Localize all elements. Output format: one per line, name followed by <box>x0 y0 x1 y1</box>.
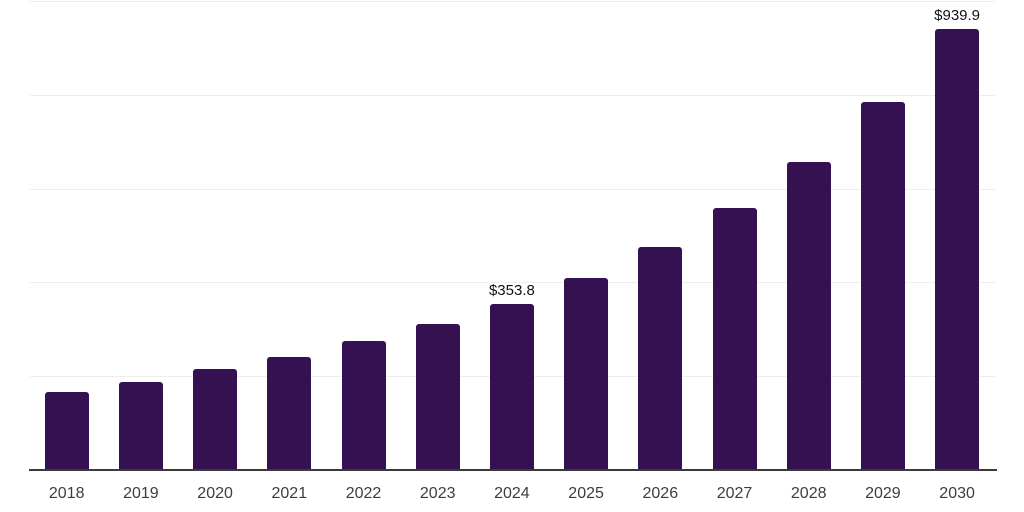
bar-2023 <box>415 324 460 470</box>
x-tick-label-2025: 2025 <box>568 485 604 502</box>
x-tick-label-2018: 2018 <box>48 485 85 502</box>
x-tick-label-2026: 2026 <box>642 485 679 502</box>
bar-2018 <box>44 392 89 470</box>
data-label-2030: $939.9 <box>934 7 981 25</box>
bar-2028 <box>786 161 831 470</box>
x-axis-line <box>29 469 997 471</box>
bar-2024 <box>489 304 534 470</box>
x-tick-label-2020: 2020 <box>197 485 233 502</box>
bar-2021 <box>267 356 312 470</box>
gridline-400 <box>30 282 995 284</box>
gridline-800 <box>30 94 995 96</box>
bar-2029 <box>860 101 905 470</box>
bar-2022 <box>341 341 386 470</box>
x-tick-label-2024: 2024 <box>494 485 530 502</box>
bar-2026 <box>638 246 683 470</box>
x-tick-label-2030: 2030 <box>939 485 975 502</box>
bar-2019 <box>118 381 163 470</box>
x-tick-label-2021: 2021 <box>271 485 308 502</box>
bar-2025 <box>564 277 609 470</box>
bar-2030 <box>935 29 980 470</box>
gridline-1000 <box>30 1 995 2</box>
x-tick-label-2023: 2023 <box>419 485 456 502</box>
gridline-600 <box>30 188 995 190</box>
x-tick-label-2029: 2029 <box>865 485 901 502</box>
data-label-2024: $353.8 <box>488 282 535 300</box>
x-tick-label-2022: 2022 <box>345 485 382 502</box>
x-tick-label-2027: 2027 <box>716 485 753 502</box>
bar-2020 <box>193 369 238 470</box>
x-tick-label-2028: 2028 <box>790 485 827 502</box>
x-tick-label-2019: 2019 <box>123 485 159 502</box>
bar-2027 <box>712 208 757 470</box>
